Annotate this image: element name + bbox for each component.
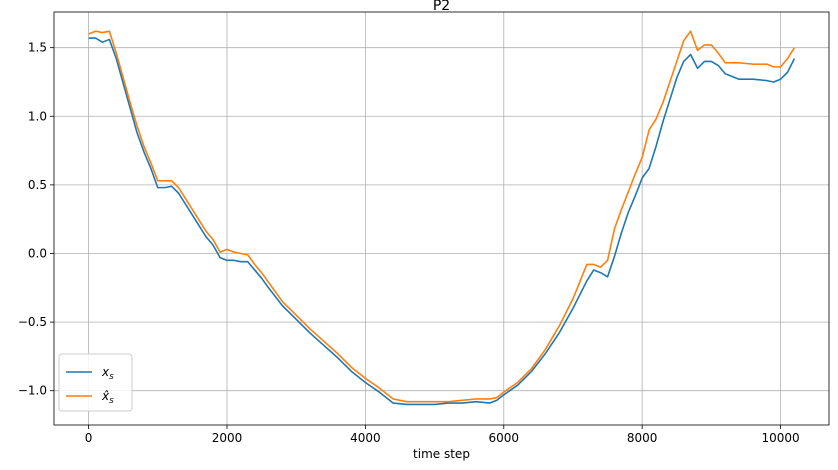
legend-label-1: x̂s (101, 389, 114, 406)
x-tick-label: 2000 (212, 431, 243, 445)
y-tick-label: 1.5 (28, 41, 47, 55)
y-tick-label: 1.0 (28, 109, 47, 123)
legend: xsx̂s (58, 353, 133, 412)
chart-title: P2 (433, 0, 450, 14)
y-tick-label: 0.5 (28, 178, 47, 192)
x-tick-label: 4000 (350, 431, 381, 445)
legend-label-0: xs (101, 365, 114, 382)
y-tick-label: 0.0 (28, 246, 47, 260)
legend-label-base: x (101, 365, 110, 379)
series-layer (88, 30, 796, 406)
x-tick-label: 8000 (627, 431, 658, 445)
series-line-1 (88, 30, 796, 403)
x-axis-label: time step (413, 447, 470, 461)
ticks: 0 2000 4000 6000 8000 10000 −1.0 −0.5 0.0 0.5 1.0 1… (18, 41, 800, 445)
x-tick-label: 0 (85, 431, 93, 445)
grid (54, 12, 829, 425)
y-tick-label: −0.5 (18, 315, 47, 329)
legend-label-base: x̂ (101, 389, 110, 403)
legend-label-subscript: s (109, 396, 114, 406)
series-line-0 (88, 37, 796, 406)
legend-box (58, 353, 133, 412)
plot-frame (53, 11, 830, 426)
x-tick-label: 10000 (761, 431, 799, 445)
legend-label-subscript: s (109, 372, 114, 382)
y-tick-label: −1.0 (18, 384, 47, 398)
x-tick-label: 6000 (489, 431, 520, 445)
